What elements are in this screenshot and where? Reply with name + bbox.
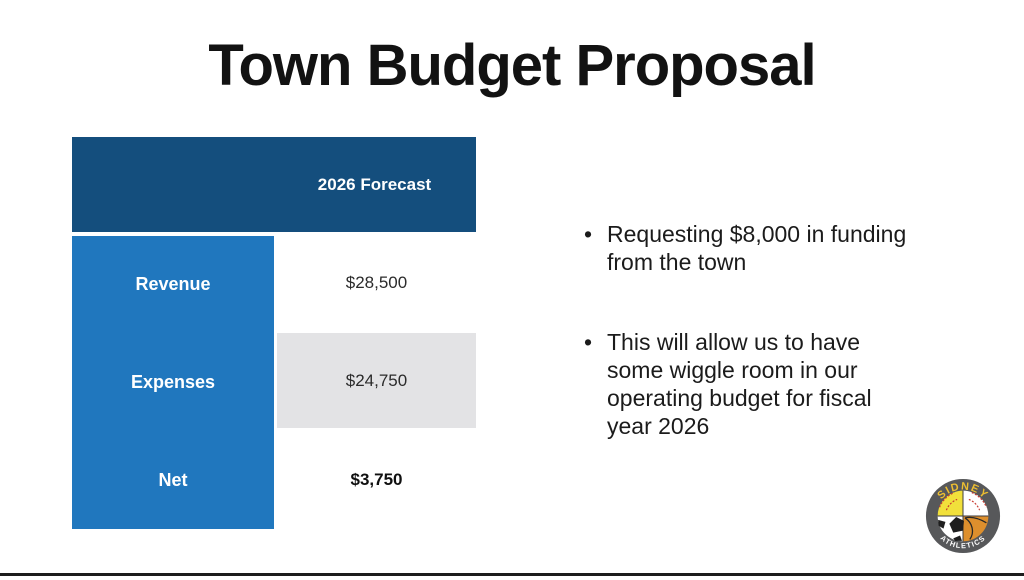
value-cell-expenses: $24,750 <box>277 333 476 428</box>
slide-edge-line <box>0 573 1024 576</box>
basketball-seam-vertical <box>964 517 974 540</box>
budget-table: 2026 Forecast Revenue Expenses Net $28,5… <box>72 137 476 529</box>
row-label-revenue: Revenue <box>135 274 211 295</box>
value-cell-net: $3,750 <box>277 431 476 529</box>
soccer-pentagon-bottom <box>953 535 963 541</box>
sidney-athletics-logo: SIDNEY ATHLETICS <box>925 478 1001 554</box>
value-cell-revenue: $28,500 <box>277 236 476 330</box>
softball-stitch-outer <box>939 492 955 508</box>
table-header-row: 2026 Forecast <box>72 137 476 232</box>
table-label-column: Revenue Expenses Net <box>72 236 274 529</box>
soccer-pentagon-left <box>938 519 946 529</box>
baseball-stitch-inner <box>968 498 981 511</box>
page-title: Town Budget Proposal <box>208 33 816 98</box>
row-label-expenses: Expenses <box>130 372 216 392</box>
table-header-cell: 2026 Forecast <box>317 174 432 194</box>
softball-stitch-inner <box>945 498 958 511</box>
soccer-pentagon-center <box>949 516 964 533</box>
bullet-list: Requesting $8,000 in funding from the to… <box>575 220 961 492</box>
bullet-item-wiggle-room: This will allow us to have some wiggle r… <box>575 328 961 440</box>
basketball-seam-horizontal <box>964 516 987 524</box>
bullet-item-funding: Requesting $8,000 in funding from the to… <box>575 220 961 276</box>
baseball-stitch-outer <box>971 492 987 508</box>
row-label-net: Net <box>158 469 188 490</box>
